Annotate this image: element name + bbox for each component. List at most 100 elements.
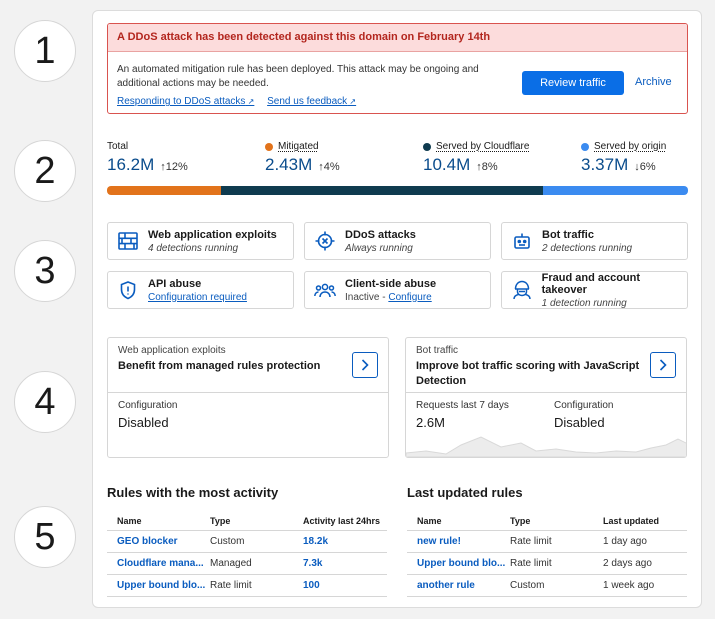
tile-fraud-and-account-takeover[interactable]: Fraud and account takeover 1 detection ru… xyxy=(501,271,688,309)
rule-type: Custom xyxy=(510,580,545,591)
column-header-last-updated[interactable]: Last updated xyxy=(603,515,660,526)
last-updated-rules-title: Last updated rules xyxy=(407,485,523,500)
step-badge-3: 3 xyxy=(14,240,76,302)
robot-icon xyxy=(502,232,542,250)
rule-activity[interactable]: 100 xyxy=(303,580,320,591)
metric-label: Configuration xyxy=(554,400,614,411)
rule-name-link[interactable]: Upper bound blo... xyxy=(417,558,506,569)
card-open-button[interactable] xyxy=(352,352,378,378)
tile-subtitle: 4 detections running xyxy=(148,242,239,254)
stat-total: Total 16.2M ↑12% xyxy=(107,141,188,175)
rule-type: Rate limit xyxy=(210,580,252,591)
security-overview-panel: A DDoS attack has been detected against … xyxy=(92,10,702,608)
rule-last-updated: 1 week ago xyxy=(603,580,655,591)
stat-delta: ↑4% xyxy=(318,161,339,173)
stat-label[interactable]: Mitigated xyxy=(278,141,319,152)
rule-last-updated: 1 day ago xyxy=(603,536,647,547)
tile-subtitle: 1 detection running xyxy=(541,297,627,309)
stat-delta-value: 8% xyxy=(481,161,498,173)
traffic-distribution-bar xyxy=(107,186,688,195)
feedback-link-label: Send us feedback xyxy=(267,96,348,107)
chevron-right-icon xyxy=(659,359,667,371)
requests-sparkline xyxy=(406,436,686,457)
step-number: 5 xyxy=(34,515,56,558)
tile-client-side-abuse[interactable]: Client-side abuse Inactive - Configure xyxy=(304,271,491,309)
rule-name-link[interactable]: Upper bound blo... xyxy=(117,580,206,591)
last-updated-rules-table: Name Type Last updated new rule! Rate li… xyxy=(407,511,687,597)
configure-link[interactable]: Configure xyxy=(388,291,432,303)
table-row[interactable]: Upper bound blo... Rate limit 2 days ago xyxy=(407,553,687,575)
rule-name-link[interactable]: another rule xyxy=(417,580,475,591)
stat-delta: ↑8% xyxy=(476,161,497,173)
legend-dot xyxy=(423,142,431,151)
ddos-docs-link[interactable]: Responding to DDoS attacks ↗ xyxy=(117,96,254,107)
metric-value: Disabled xyxy=(554,415,605,430)
stat-label[interactable]: Served by origin xyxy=(594,141,667,152)
card-title: Benefit from managed rules protection xyxy=(118,360,321,372)
card-title-line-1: Improve bot traffic scoring with JavaScr… xyxy=(416,360,640,372)
rule-name-link[interactable]: new rule! xyxy=(417,536,461,547)
table-row[interactable]: another rule Custom 1 week ago xyxy=(407,575,687,597)
tile-bot-traffic[interactable]: Bot traffic 2 detections running xyxy=(501,222,688,260)
card-title: Improve bot traffic scoring with JavaScr… xyxy=(416,359,639,389)
tile-subtitle: 2 detections running xyxy=(542,242,633,254)
metric-label: Configuration xyxy=(118,400,178,411)
arrow-up-icon: ↑ xyxy=(318,161,324,173)
alert-message: An automated mitigation rule has been de… xyxy=(117,64,479,89)
column-header-type[interactable]: Type xyxy=(510,515,531,526)
step-badge-1: 1 xyxy=(14,20,76,82)
feedback-link[interactable]: Send us feedback ↗ xyxy=(267,96,356,107)
column-header-type[interactable]: Type xyxy=(210,515,231,526)
users-icon xyxy=(305,282,345,298)
tile-ddos-attacks[interactable]: DDoS attacks Always running xyxy=(304,222,491,260)
chevron-right-icon xyxy=(361,359,369,371)
card-web-application-exploits: Web application exploits Benefit from ma… xyxy=(107,337,389,458)
stat-delta-value: 4% xyxy=(323,161,340,173)
archive-button[interactable]: Archive xyxy=(635,76,672,88)
tile-web-application-exploits[interactable]: Web application exploits 4 detections run… xyxy=(107,222,294,260)
metric-value: Disabled xyxy=(118,415,169,430)
tile-api-abuse[interactable]: API abuse Configuration required xyxy=(107,271,294,309)
configuration-required-link[interactable]: Configuration required xyxy=(148,291,247,303)
rule-activity[interactable]: 18.2k xyxy=(303,536,329,547)
table-row[interactable]: new rule! Rate limit 1 day ago xyxy=(407,531,687,553)
column-header-activity[interactable]: Activity last 24hrs xyxy=(303,515,381,526)
rule-last-updated: 2 days ago xyxy=(603,558,652,569)
step-badge-4: 4 xyxy=(14,371,76,433)
table-header: Name Type Last updated xyxy=(407,511,687,531)
step-number: 1 xyxy=(34,29,56,72)
hacker-icon xyxy=(502,280,542,300)
tile-title: Client-side abuse xyxy=(345,277,437,290)
card-divider xyxy=(108,392,388,393)
step-number: 3 xyxy=(34,249,56,292)
shield-icon xyxy=(108,280,148,300)
card-divider xyxy=(406,392,686,393)
stat-label: Total xyxy=(107,141,129,152)
table-row[interactable]: Cloudflare mana... Managed 7.3k xyxy=(107,553,387,575)
table-row[interactable]: GEO blocker Custom 18.2k xyxy=(107,531,387,553)
rule-type: Rate limit xyxy=(510,536,552,547)
column-header-name[interactable]: Name xyxy=(417,515,442,526)
bar-segment-mitigated xyxy=(107,186,222,195)
external-link-icon: ↗ xyxy=(347,97,357,106)
stat-value: 16.2M xyxy=(107,155,155,174)
metric-label: Requests last 7 days xyxy=(416,400,509,411)
most-active-rules-title: Rules with the most activity xyxy=(107,485,279,500)
stat-mitigated: Mitigated 2.43M ↑4% xyxy=(265,141,340,175)
tile-title: DDoS attacks xyxy=(345,228,416,241)
rule-name-link[interactable]: GEO blocker xyxy=(117,536,178,547)
card-category: Web application exploits xyxy=(118,345,226,356)
column-header-name[interactable]: Name xyxy=(117,515,142,526)
card-open-button[interactable] xyxy=(650,352,676,378)
tile-title: API abuse xyxy=(148,277,202,290)
rule-type: Managed xyxy=(210,558,252,569)
review-traffic-button[interactable]: Review traffic xyxy=(522,71,624,95)
rule-activity[interactable]: 7.3k xyxy=(303,558,323,569)
table-row[interactable]: Upper bound blo... Rate limit 100 xyxy=(107,575,387,597)
brick-wall-icon xyxy=(108,232,148,250)
rule-name-link[interactable]: Cloudflare mana... xyxy=(117,558,204,569)
tile-title: Web application exploits xyxy=(148,228,277,241)
target-icon xyxy=(305,231,345,251)
stat-label[interactable]: Served by Cloudflare xyxy=(436,141,530,152)
step-badge-5: 5 xyxy=(14,506,76,568)
